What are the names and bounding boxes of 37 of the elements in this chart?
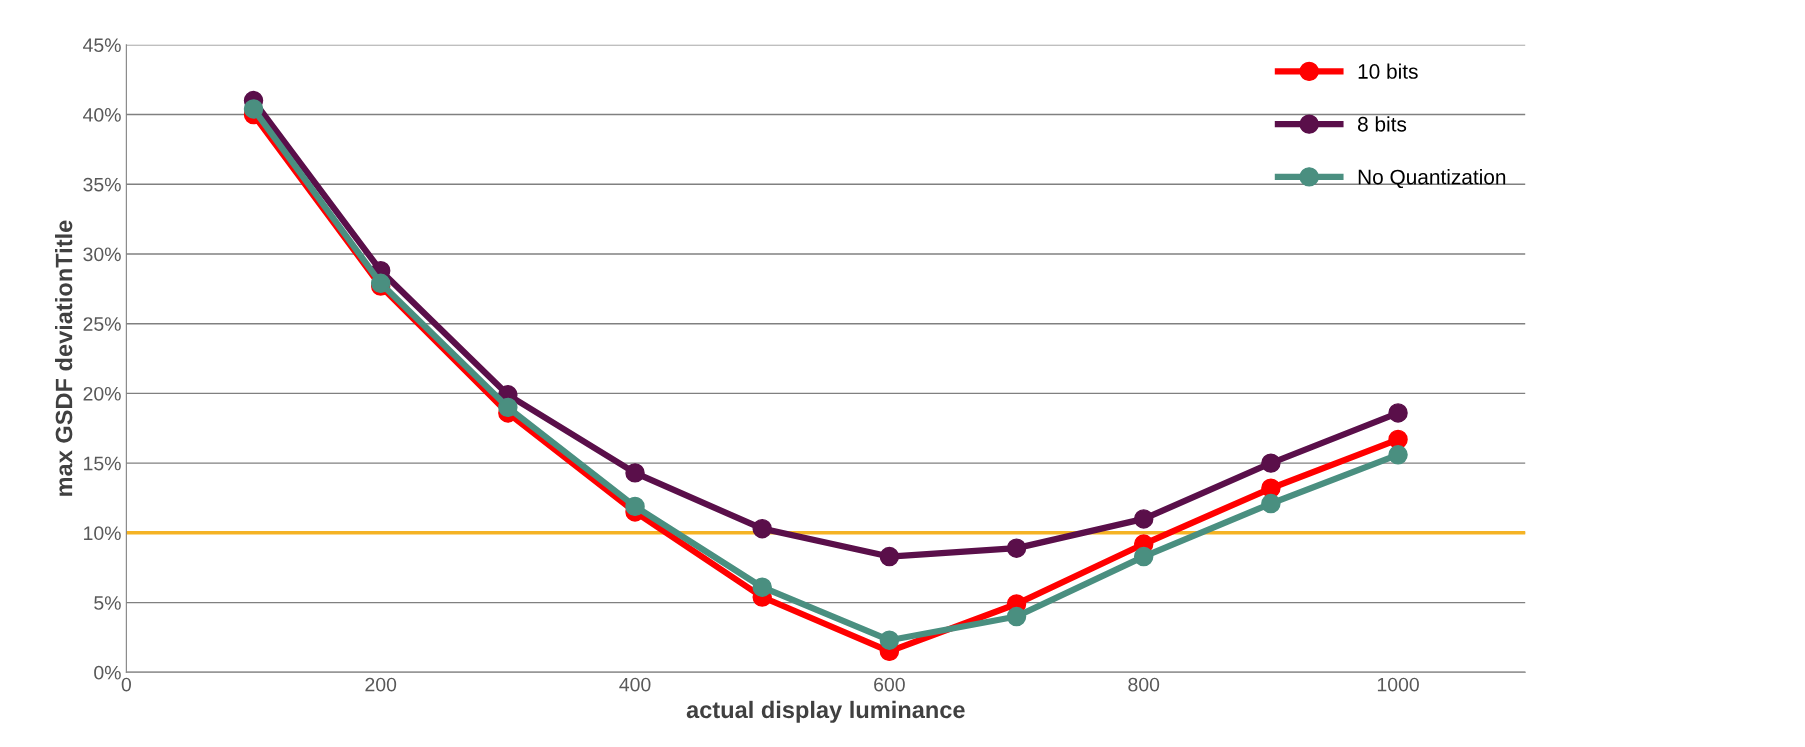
y-axis-title: max GSDF deviationTitle <box>55 220 73 496</box>
point <box>625 463 645 483</box>
y-tick-label: 25% <box>83 317 121 331</box>
legend-label: No Quantization <box>1358 169 1506 189</box>
point <box>879 546 900 567</box>
y-tick-label: 30% <box>83 247 121 262</box>
x-tick-label: 600 <box>874 677 905 692</box>
point <box>1133 546 1154 567</box>
y-tick-label: 0% <box>94 665 121 680</box>
point <box>1006 606 1027 627</box>
x-tick-label: 1000 <box>1377 677 1419 692</box>
point <box>1388 445 1408 465</box>
legend-label: 10 bits <box>1358 63 1418 79</box>
point <box>1261 453 1281 473</box>
point <box>1006 538 1027 558</box>
point <box>879 630 900 650</box>
x-tick-label: 800 <box>1128 677 1160 692</box>
point <box>1388 403 1408 423</box>
point <box>498 397 518 418</box>
point <box>752 518 772 539</box>
point <box>625 496 645 517</box>
y-tick-label: 5% <box>94 596 121 610</box>
x-tick-label: 400 <box>619 677 651 692</box>
y-tick-label: 35% <box>83 177 121 192</box>
point <box>243 99 264 119</box>
y-tick-label: 15% <box>84 456 121 471</box>
x-axis-title: actual display luminance <box>686 700 965 723</box>
y-tick-label: 10% <box>84 526 121 541</box>
legend-label: 8 bits <box>1358 116 1407 132</box>
x-tick-label: 200 <box>365 677 397 692</box>
point <box>752 577 772 597</box>
y-tick-label: 40% <box>83 108 121 122</box>
x-tick-label: 0 <box>121 677 131 692</box>
point <box>1261 493 1281 514</box>
y-tick-label: 20% <box>83 386 121 401</box>
y-tick-label: 45% <box>83 38 121 53</box>
point <box>1133 509 1154 529</box>
